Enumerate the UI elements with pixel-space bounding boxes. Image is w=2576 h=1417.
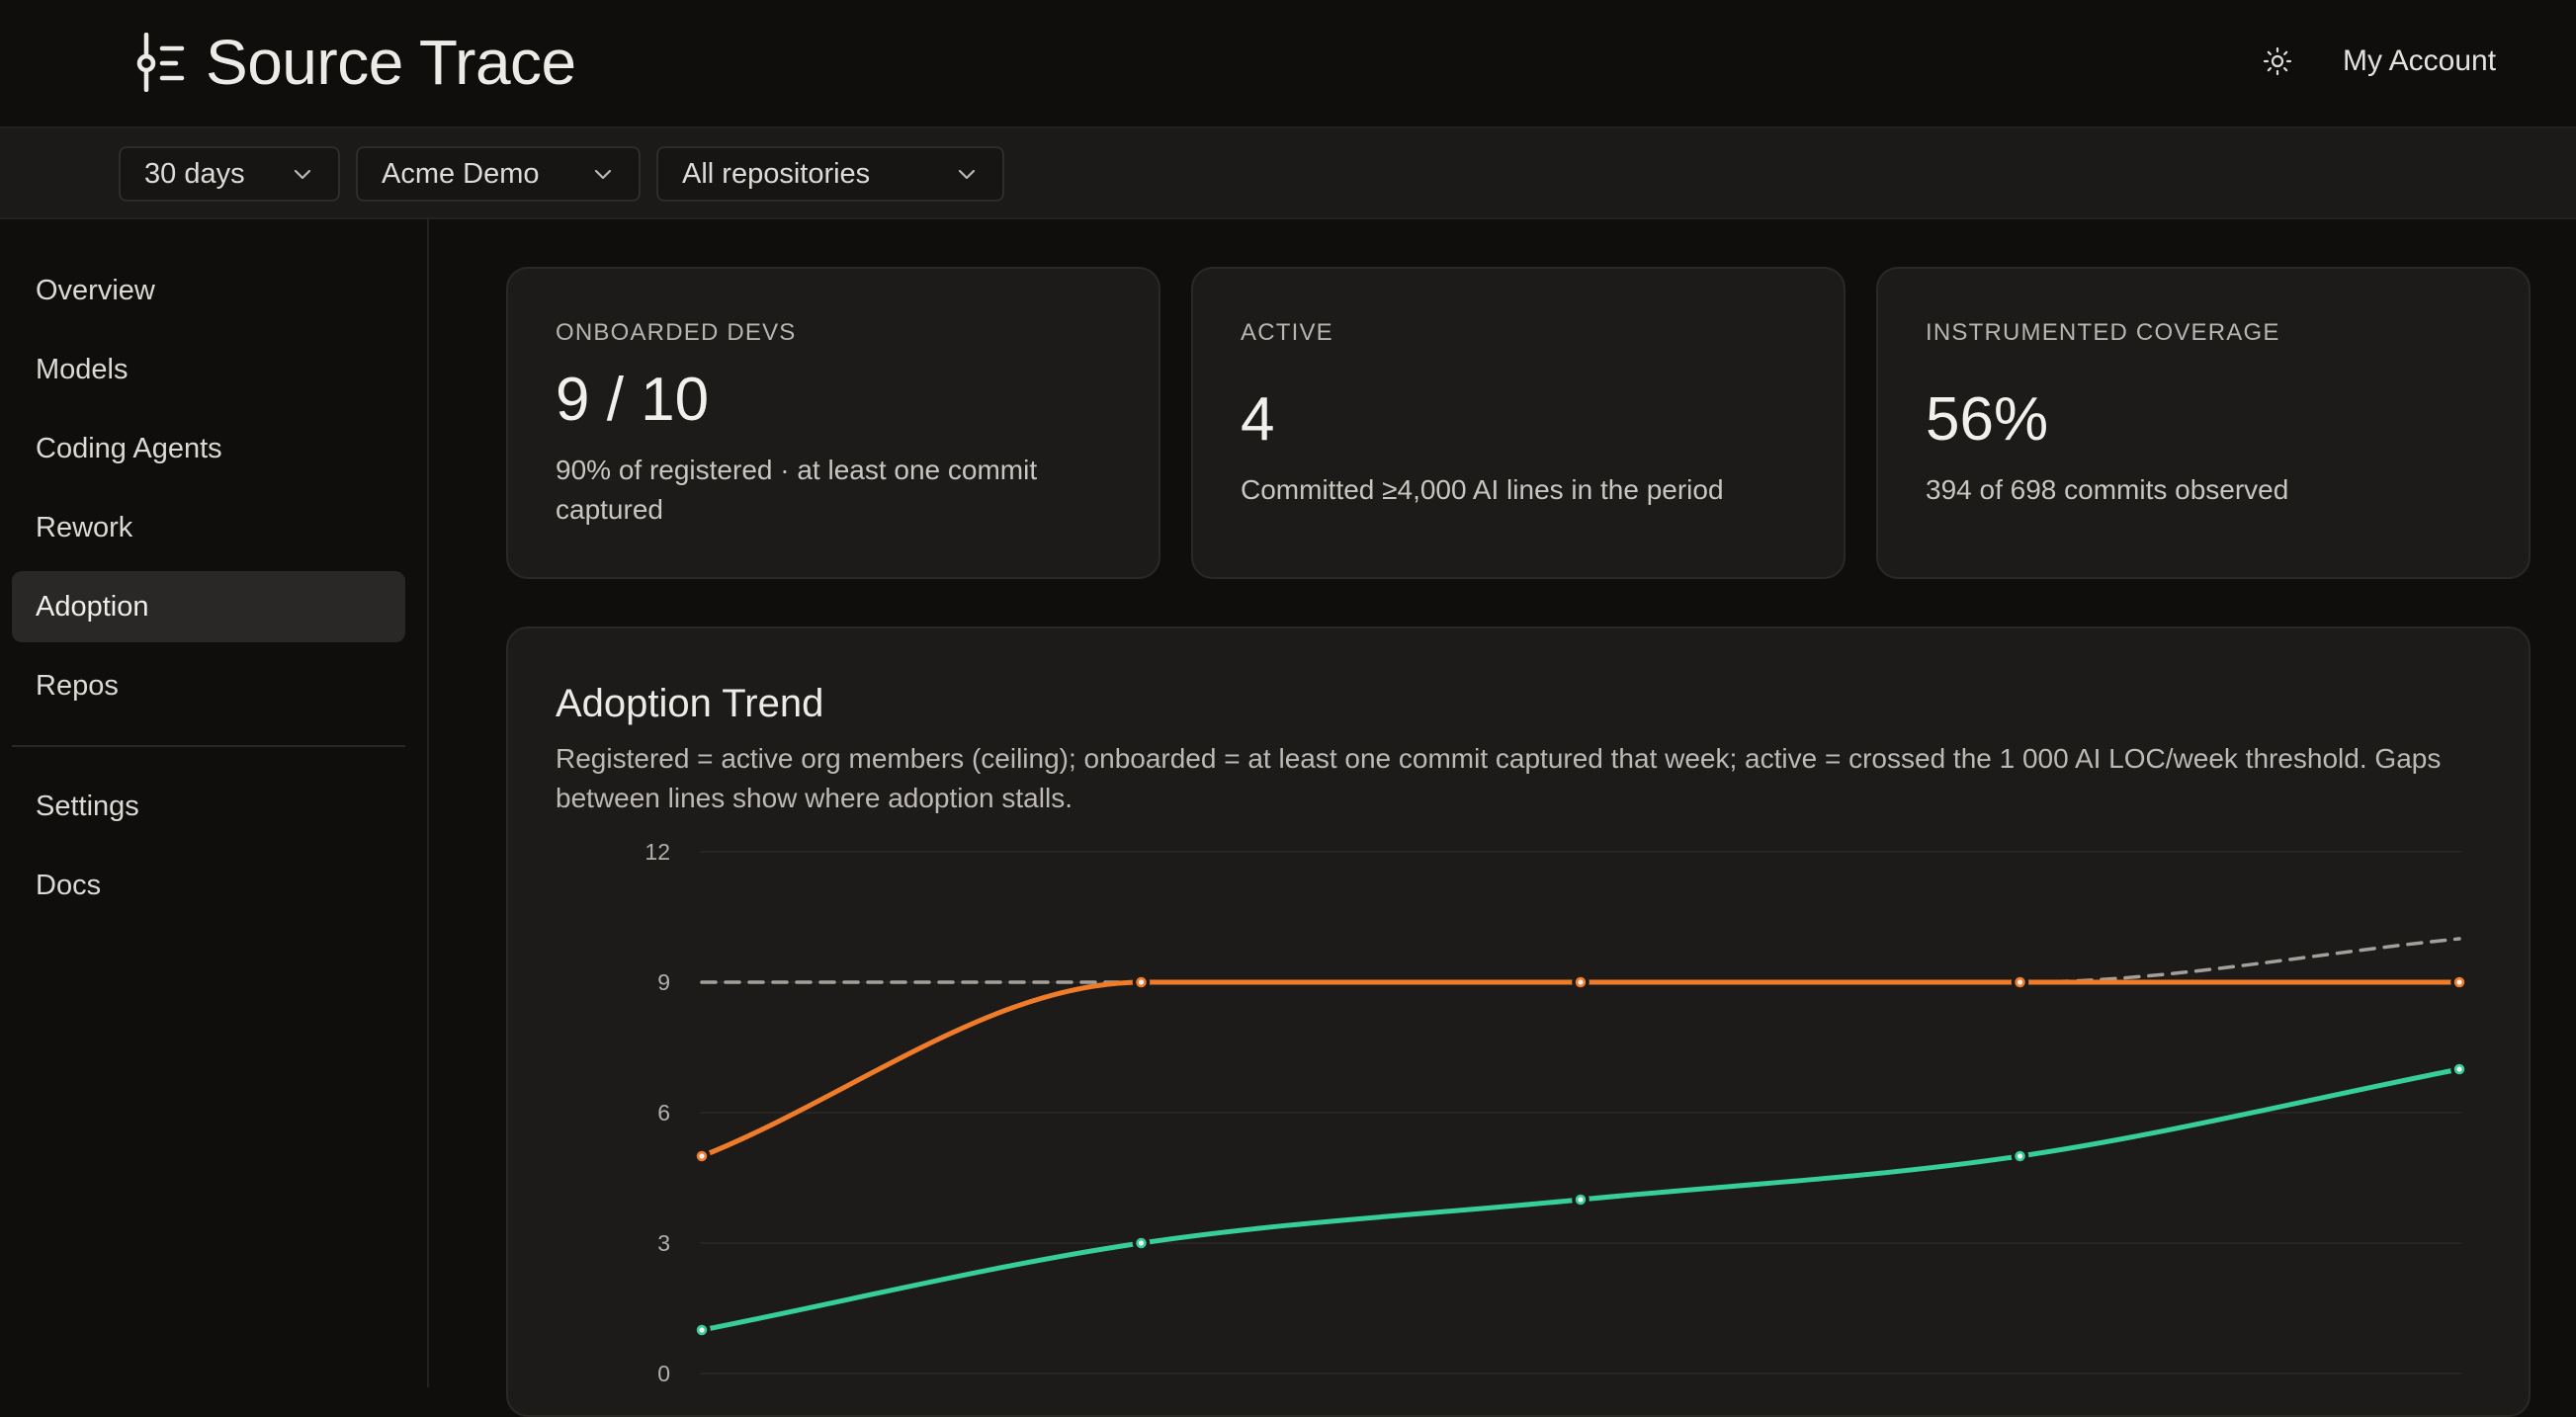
sidebar-item-coding-agents[interactable]: Coding Agents [36, 432, 222, 464]
y-tick-label: 3 [657, 1230, 670, 1256]
stat-card-subtext: 90% of registered · at least one commit … [556, 455, 1038, 525]
y-tick-label: 6 [657, 1100, 670, 1125]
stat-card-label: ACTIVE [1241, 319, 1333, 346]
data-point-center [2017, 1153, 2023, 1159]
data-point-center [699, 1327, 705, 1333]
onboarded-line [699, 979, 2462, 1159]
stat-card-label: ONBOARDED DEVS [556, 319, 797, 346]
organization-select-value: Acme Demo [382, 157, 540, 190]
adoption-trend-chart: 0 3 6 9 12 [644, 839, 2468, 1386]
my-account-link[interactable]: My Account [2343, 44, 2497, 77]
sidebar-item-adoption[interactable]: Adoption [12, 571, 405, 642]
adoption-trend-panel: Adoption Trend Registered = active org m… [506, 626, 2531, 1417]
chevron-down-icon [294, 169, 311, 180]
repository-select[interactable]: All repositories [656, 146, 1004, 202]
data-point-center [1578, 979, 1584, 985]
period-select-value: 30 days [144, 157, 245, 190]
data-point-center [699, 1153, 705, 1159]
source-trace-logo-icon [136, 33, 185, 92]
brand[interactable]: Source Trace [136, 30, 576, 95]
sidebar: Overview Models Coding Agents Rework Ado… [0, 219, 429, 1387]
app-title: Source Trace [206, 27, 576, 98]
data-point-center [2456, 979, 2462, 985]
data-point-center [1578, 1197, 1584, 1203]
stat-card-subtext: Committed ≥4,000 AI lines in the period [1241, 474, 1724, 505]
sidebar-item-repos[interactable]: Repos [36, 669, 119, 702]
theme-toggle-button[interactable] [2260, 43, 2295, 79]
app-header: Source Trace My Account [0, 0, 2576, 128]
stat-card-value: 9 / 10 [556, 366, 710, 434]
sidebar-item-models[interactable]: Models [36, 353, 129, 385]
stat-card-coverage: INSTRUMENTED COVERAGE 56% 394 of 698 com… [1876, 267, 2531, 579]
filter-bar: 30 days Acme Demo All repositories [0, 128, 2576, 219]
chevron-down-icon [958, 169, 976, 180]
stat-card-onboarded: ONBOARDED DEVS 9 / 10 90% of registered … [506, 267, 1160, 579]
organization-select[interactable]: Acme Demo [356, 146, 641, 202]
y-tick-label: 12 [644, 839, 670, 865]
sidebar-item-settings[interactable]: Settings [36, 790, 139, 822]
sidebar-divider [12, 745, 405, 747]
stat-card-subtext: 394 of 698 commits observed [1926, 474, 2289, 505]
panel-title: Adoption Trend [556, 682, 824, 725]
panel-description: Registered = active org members (ceiling… [556, 743, 2442, 813]
sun-icon [2263, 46, 2292, 76]
stat-card-value: 56% [1926, 385, 2049, 454]
chevron-down-icon [594, 169, 612, 180]
data-point-center [1138, 1240, 1145, 1246]
data-point-center [1138, 979, 1145, 985]
repository-select-value: All repositories [682, 157, 871, 190]
data-point-center [2017, 979, 2023, 985]
stat-card-label: INSTRUMENTED COVERAGE [1926, 319, 2280, 346]
period-select[interactable]: 30 days [119, 146, 340, 202]
data-point-center [2456, 1066, 2462, 1072]
sidebar-item-overview[interactable]: Overview [36, 274, 155, 306]
stat-card-value: 4 [1241, 385, 1275, 454]
sidebar-item-rework[interactable]: Rework [36, 511, 133, 543]
y-tick-label: 9 [657, 969, 670, 995]
stat-card-active: ACTIVE 4 Committed ≥4,000 AI lines in th… [1191, 267, 1846, 579]
y-tick-label: 0 [657, 1361, 670, 1386]
sidebar-item-docs[interactable]: Docs [36, 869, 102, 901]
